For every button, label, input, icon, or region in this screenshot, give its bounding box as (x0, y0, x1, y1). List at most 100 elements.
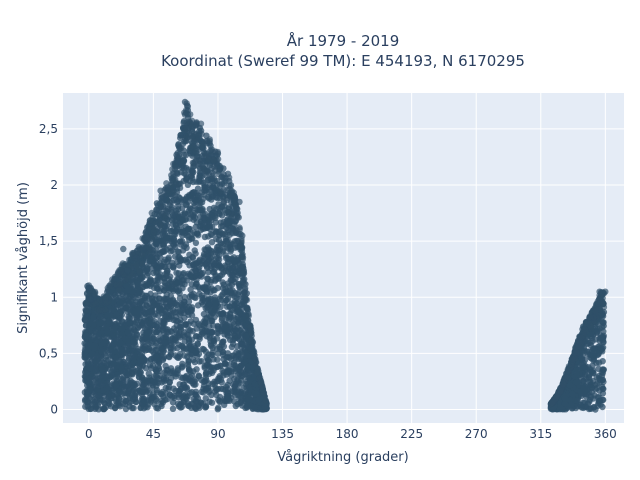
scatter-point (192, 239, 200, 247)
scatter-point (157, 349, 164, 356)
scatter-point (219, 367, 226, 375)
scatter-point (102, 297, 109, 304)
scatter-point (215, 237, 223, 244)
scatter-point (112, 374, 119, 381)
scatter-point (225, 245, 232, 252)
scatter-point (224, 328, 231, 335)
scatter-point (223, 238, 230, 245)
scatter-point (205, 213, 212, 220)
scatter-point (192, 148, 199, 155)
scatter-point (247, 326, 255, 334)
scatter-point (240, 279, 248, 287)
scatter-point (185, 233, 192, 240)
scatter-point (186, 251, 193, 258)
scatter-point (598, 372, 606, 379)
scatter-point (192, 316, 200, 324)
scatter-point (193, 366, 200, 373)
scatter-point (204, 385, 211, 392)
scatter-point (174, 248, 182, 255)
scatter-point (225, 219, 232, 226)
scatter-point (178, 374, 185, 381)
scatter-point (158, 391, 165, 398)
scatter-point (216, 373, 223, 380)
scatter-point (561, 400, 569, 407)
scatter-point (214, 356, 221, 363)
scatter-point (115, 395, 123, 402)
scatter-point (130, 338, 138, 346)
scatter-point (113, 311, 120, 318)
scatter-point (162, 212, 169, 219)
scatter-point (177, 257, 184, 265)
scatter-point (133, 347, 141, 355)
scatter-point (230, 189, 237, 196)
scatter-point (594, 327, 601, 334)
scatter-point (162, 384, 169, 392)
chart-title-line-2: Koordinat (Sweref 99 TM): E 454193, N 61… (161, 52, 525, 70)
scatter-point (214, 322, 221, 330)
scatter-point (130, 354, 137, 362)
scatter-point (214, 181, 221, 188)
scatter-point (243, 332, 250, 339)
scatter-point (593, 384, 601, 392)
scatter-point (144, 377, 151, 384)
scatter-point (225, 361, 232, 369)
scatter-point (183, 125, 190, 132)
scatter-point (216, 393, 224, 401)
scatter-point (198, 199, 206, 206)
scatter-point (137, 275, 145, 283)
scatter-point (96, 306, 103, 314)
scatter-point (210, 367, 217, 374)
scatter-point (168, 228, 175, 235)
scatter-points (81, 98, 609, 413)
scatter-point (162, 314, 169, 321)
scatter-point (600, 328, 607, 335)
scatter-point (193, 325, 200, 332)
scatter-point (130, 382, 138, 389)
scatter-point (176, 308, 183, 315)
scatter-point (212, 228, 219, 235)
scatter-point (236, 379, 243, 386)
scatter-point (86, 353, 93, 361)
scatter-point (157, 274, 164, 281)
scatter-point (196, 206, 203, 213)
scatter-point (187, 144, 194, 151)
scatter-point (129, 249, 136, 257)
scatter-point (192, 250, 199, 257)
scatter-point (138, 251, 146, 258)
scatter-point (259, 384, 266, 391)
scatter-point (216, 210, 223, 218)
scatter-point (146, 390, 153, 397)
scatter-point (187, 111, 194, 118)
scatter-point (201, 220, 208, 227)
scatter-point (141, 297, 149, 304)
scatter-point (141, 325, 148, 332)
scatter-point (168, 217, 176, 224)
scatter-point (92, 375, 99, 382)
scatter-point (160, 241, 167, 248)
scatter-point (168, 341, 175, 349)
scatter-point (166, 279, 173, 287)
scatter-point (210, 335, 217, 343)
scatter-point (152, 353, 160, 360)
scatter-point (596, 394, 603, 401)
scatter-point (176, 290, 183, 297)
scatter-point (142, 347, 149, 354)
scatter-point (194, 340, 201, 347)
scatter-point (181, 170, 188, 177)
scatter-point (159, 326, 166, 334)
scatter-point (236, 316, 244, 323)
scatter-point (125, 362, 132, 369)
scatter-point (196, 213, 204, 220)
scatter-point (130, 301, 137, 308)
scatter-point (153, 284, 161, 292)
scatter-point (160, 355, 167, 362)
scatter-point (159, 203, 167, 210)
scatter-point (234, 371, 242, 378)
scatter-point (81, 316, 89, 323)
scatter-point (573, 379, 580, 386)
scatter-point (172, 299, 179, 306)
scatter-point (237, 243, 244, 250)
scatter-point (124, 275, 131, 283)
scatter-point (117, 339, 124, 347)
